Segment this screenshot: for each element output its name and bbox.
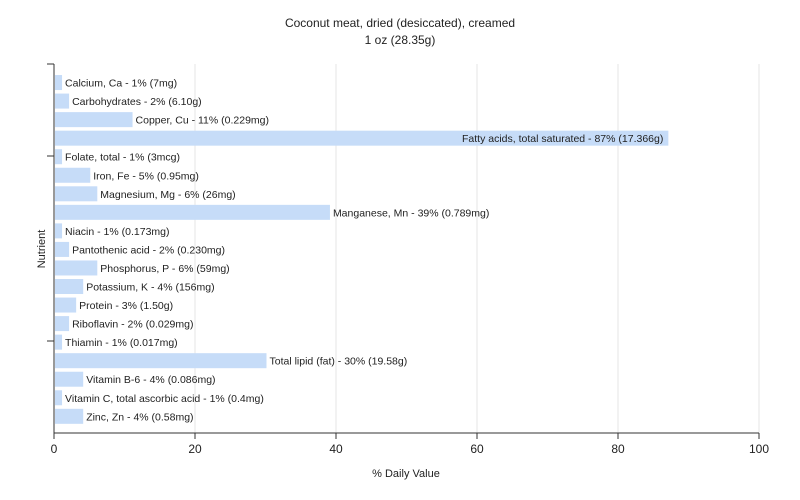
x-tick-label: 0	[51, 442, 58, 456]
bar-label: Phosphorus, P - 6% (59mg)	[100, 263, 229, 275]
bar	[55, 279, 84, 295]
chart-title: Coconut meat, dried (desiccated), creame…	[285, 16, 515, 30]
bar	[55, 260, 98, 276]
bar	[55, 167, 91, 183]
grid-lines	[194, 64, 760, 433]
x-tick-label: 100	[749, 442, 769, 456]
x-tick-label: 80	[611, 442, 625, 456]
bar-label: Vitamin B-6 - 4% (0.086mg)	[86, 374, 215, 386]
bar-label: Iron, Fe - 5% (0.95mg)	[93, 170, 199, 182]
bar-label: Potassium, K - 4% (156mg)	[86, 282, 214, 294]
bars-group	[55, 75, 669, 424]
bar-label: Total lipid (fat) - 30% (19.58g)	[270, 356, 408, 368]
x-tick-label: 60	[470, 442, 484, 456]
x-tick-label: 20	[188, 442, 202, 456]
x-tick-label: 40	[329, 442, 343, 456]
bar	[55, 316, 70, 332]
bar	[55, 241, 70, 257]
bar-label: Niacin - 1% (0.173mg)	[65, 226, 169, 238]
bar-label: Calcium, Ca - 1% (7mg)	[65, 78, 177, 90]
bar	[55, 390, 63, 406]
x-axis-label: % Daily Value	[372, 468, 440, 480]
bar	[55, 334, 63, 350]
bar	[55, 223, 63, 239]
bar-label: Manganese, Mn - 39% (0.789mg)	[333, 207, 489, 219]
bar-label: Magnesium, Mg - 6% (26mg)	[100, 189, 235, 201]
bar-label: Zinc, Zn - 4% (0.58mg)	[86, 411, 193, 423]
bar-label: Pantothenic acid - 2% (0.230mg)	[72, 244, 225, 256]
bar-label: Carbohydrates - 2% (6.10g)	[72, 96, 202, 108]
bar-label: Riboflavin - 2% (0.029mg)	[72, 319, 193, 331]
bar-label: Vitamin C, total ascorbic acid - 1% (0.4…	[65, 393, 264, 405]
bar-labels-group: Calcium, Ca - 1% (7mg) Carbohydrates - 2%…	[65, 78, 663, 424]
bar	[55, 371, 84, 387]
bar-label: Copper, Cu - 11% (0.229mg)	[136, 115, 269, 127]
chart-subtitle: 1 oz (28.35g)	[365, 33, 436, 47]
bar	[55, 353, 267, 369]
bar	[55, 204, 330, 220]
bar	[55, 149, 63, 165]
bar-label: Fatty acids, total saturated - 87% (17.3…	[462, 133, 663, 145]
bar-label: Protein - 3% (1.50g)	[79, 300, 173, 312]
y-axis-label: Nutrient	[36, 230, 48, 269]
bar	[55, 408, 84, 424]
bar	[55, 93, 70, 109]
bar	[55, 75, 63, 91]
x-axis-ticks: 0 20 40 60 80 100	[51, 433, 769, 456]
bar-label: Thiamin - 1% (0.017mg)	[65, 337, 178, 349]
bar-label: Folate, total - 1% (3mcg)	[65, 152, 180, 164]
bar	[55, 112, 133, 128]
bar	[55, 297, 77, 313]
bar	[55, 130, 669, 146]
bar	[55, 186, 98, 202]
